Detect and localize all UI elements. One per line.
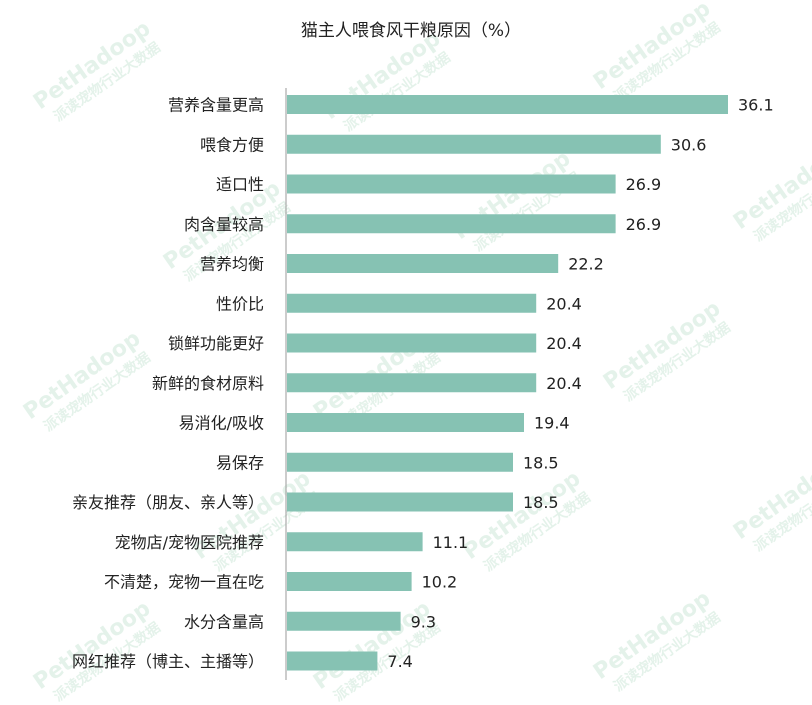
value-label: 20.4 [546, 294, 582, 313]
value-label: 30.6 [671, 135, 707, 154]
category-label: 适口性 [216, 175, 264, 194]
bar [287, 413, 524, 432]
value-label: 26.9 [626, 215, 662, 234]
category-label: 肉含量较高 [184, 215, 264, 234]
category-label: 易保存 [216, 453, 264, 472]
category-label: 易消化/吸收 [179, 414, 264, 433]
value-label: 11.1 [433, 533, 469, 552]
value-label: 19.4 [534, 414, 570, 433]
value-labels-group: 36.1 30.6 26.9 26.9 22.2 20.4 20.4 20.4 19.4 18.5… [387, 96, 773, 672]
bar [287, 532, 423, 552]
bar [287, 492, 513, 512]
category-label: 营养含量更高 [168, 96, 264, 115]
category-labels-group: 营养含量更高喂食方便适口性肉含量较高营养均衡性价比锁鲜功能更好新鲜的食材原料易消… [72, 96, 264, 672]
bar [287, 214, 616, 234]
chart-title: 猫主人喂食风干粮原因（%） [301, 21, 521, 41]
value-label: 36.1 [738, 96, 774, 115]
bar [287, 333, 537, 353]
bar [287, 134, 661, 154]
bar [287, 293, 537, 313]
category-label: 喂食方便 [200, 135, 264, 154]
bar [287, 174, 616, 194]
category-label: 亲友推荐（朋友、亲人等） [72, 493, 264, 512]
bar [287, 373, 537, 393]
category-label: 宠物店/宠物医院推荐 [115, 533, 264, 552]
category-label: 网红推荐（博主、主播等） [72, 652, 264, 671]
value-label: 9.3 [411, 612, 436, 631]
value-label: 7.4 [387, 652, 412, 671]
value-label: 22.2 [568, 255, 604, 274]
value-label: 26.9 [626, 175, 662, 194]
value-label: 10.2 [422, 573, 458, 592]
category-label: 新鲜的食材原料 [152, 374, 264, 393]
value-label: 18.5 [523, 453, 559, 472]
bar [287, 572, 412, 591]
category-label: 不清楚，宠物一直在吃 [104, 573, 264, 592]
value-label: 18.5 [523, 493, 559, 512]
bar [287, 651, 378, 671]
bars-group [287, 95, 728, 671]
bar [287, 254, 559, 273]
category-label: 营养均衡 [200, 255, 264, 274]
value-label: 20.4 [546, 374, 582, 393]
category-label: 锁鲜功能更好 [168, 334, 264, 353]
bar [287, 452, 513, 472]
bar [287, 95, 728, 114]
bar [287, 611, 401, 631]
category-label: 性价比 [216, 294, 264, 313]
value-label: 20.4 [546, 334, 582, 353]
category-label: 水分含量高 [184, 612, 264, 631]
